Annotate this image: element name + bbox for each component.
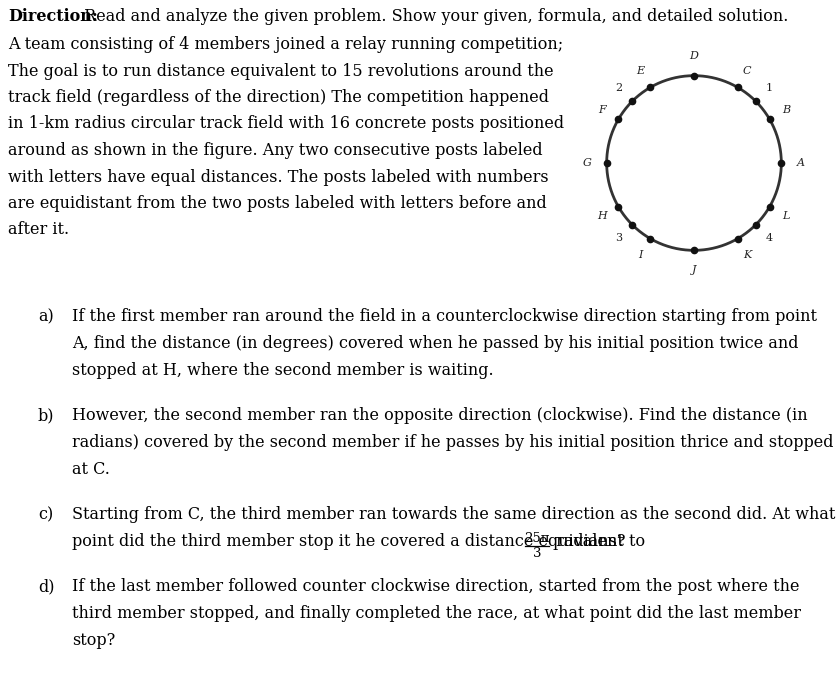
Text: E: E	[636, 66, 644, 76]
Text: H: H	[596, 212, 606, 221]
Text: B: B	[782, 104, 789, 115]
Text: Read and analyze the given problem. Show your given, formula, and detailed solut: Read and analyze the given problem. Show…	[79, 8, 788, 25]
Text: stop?: stop?	[72, 632, 115, 649]
Text: b): b)	[38, 407, 54, 424]
Text: are equidistant from the two posts labeled with letters before and: are equidistant from the two posts label…	[8, 195, 546, 212]
Text: c): c)	[38, 506, 54, 523]
Text: radians?: radians?	[550, 533, 624, 550]
Text: If the last member followed counter clockwise direction, started from the post w: If the last member followed counter cloc…	[72, 578, 798, 595]
Text: A team consisting of 4 members joined a relay running competition;: A team consisting of 4 members joined a …	[8, 36, 563, 53]
Text: The goal is to run distance equivalent to 15 revolutions around the: The goal is to run distance equivalent t…	[8, 63, 553, 80]
Text: 2: 2	[614, 82, 621, 93]
Text: However, the second member ran the opposite direction (clockwise). Find the dist: However, the second member ran the oppos…	[72, 407, 807, 424]
Text: Starting from C, the third member ran towards the same direction as the second d: Starting from C, the third member ran to…	[72, 506, 834, 523]
Text: F: F	[597, 104, 605, 115]
Text: 1: 1	[765, 82, 772, 93]
Text: in 1-km radius circular track field with 16 concrete posts positioned: in 1-km radius circular track field with…	[8, 115, 563, 133]
Text: 3: 3	[532, 547, 540, 560]
Text: 4: 4	[765, 234, 772, 243]
Text: D: D	[689, 52, 697, 61]
Text: L: L	[782, 212, 789, 221]
Text: stopped at H, where the second member is waiting.: stopped at H, where the second member is…	[72, 362, 493, 379]
Text: third member stopped, and finally completed the race, at what point did the last: third member stopped, and finally comple…	[72, 605, 800, 622]
Text: 25π: 25π	[523, 532, 549, 545]
Text: d): d)	[38, 578, 54, 595]
Text: with letters have equal distances. The posts labeled with numbers: with letters have equal distances. The p…	[8, 168, 548, 185]
Text: K: K	[742, 250, 751, 260]
Text: around as shown in the figure. Any two consecutive posts labeled: around as shown in the figure. Any two c…	[8, 142, 542, 159]
Text: track field (regardless of the direction) The competition happened: track field (regardless of the direction…	[8, 89, 548, 106]
Text: If the first member ran around the field in a counterclockwise direction startin: If the first member ran around the field…	[72, 308, 816, 325]
Text: C: C	[742, 66, 751, 76]
Text: I: I	[638, 250, 642, 260]
Text: A: A	[796, 158, 803, 168]
Text: A, find the distance (in degrees) covered when he passed by his initial position: A, find the distance (in degrees) covere…	[72, 335, 798, 352]
Text: radians) covered by the second member if he passes by his initial position thric: radians) covered by the second member if…	[72, 434, 833, 451]
Text: G: G	[583, 158, 591, 168]
Text: point did the third member stop it he covered a distance equivalent to: point did the third member stop it he co…	[72, 533, 650, 550]
Text: Direction:: Direction:	[8, 8, 98, 25]
Text: a): a)	[38, 308, 54, 325]
Text: at C.: at C.	[72, 461, 110, 478]
Text: J: J	[691, 264, 696, 275]
Text: after it.: after it.	[8, 221, 69, 238]
Text: 3: 3	[614, 234, 621, 243]
